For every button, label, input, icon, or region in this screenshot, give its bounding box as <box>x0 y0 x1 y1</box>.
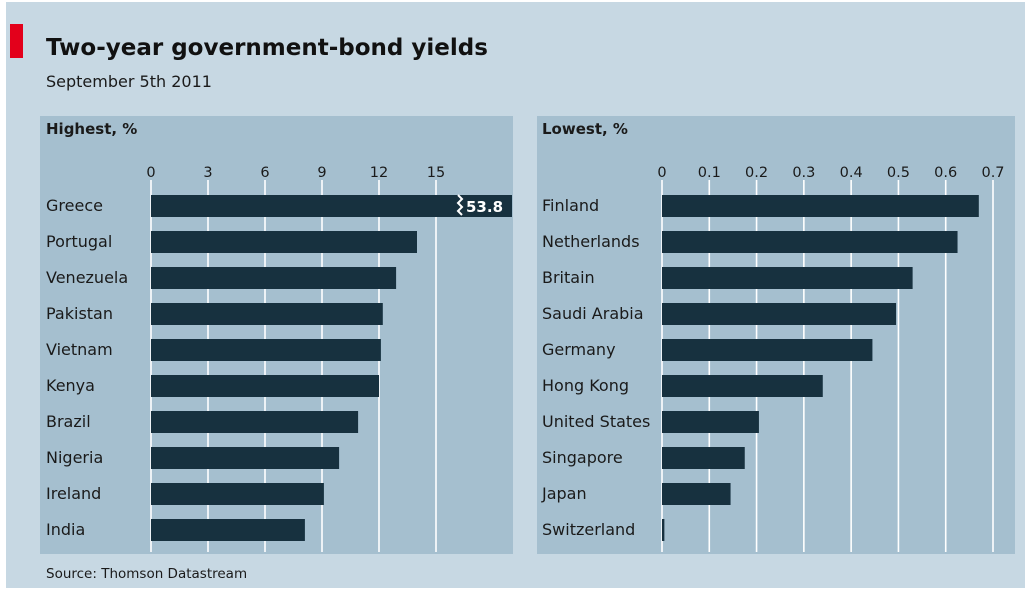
bar <box>151 195 512 217</box>
bar <box>662 483 731 505</box>
bar <box>662 267 913 289</box>
category-label: Venezuela <box>46 268 128 287</box>
x-tick-label: 6 <box>260 165 269 181</box>
axis-break-mark <box>456 194 464 216</box>
highest-panel-background <box>40 116 513 554</box>
source-note: Source: Thomson Datastream <box>46 566 247 582</box>
x-tick-label: 15 <box>427 165 445 181</box>
bar <box>662 231 958 253</box>
highest-category-labels: Greece Portugal Venezuela Pakistan Vietnam Ke… <box>46 196 128 539</box>
x-tick-label: 0 <box>146 165 155 181</box>
highest-panel-title: Highest, % <box>46 120 137 138</box>
bar <box>662 411 759 433</box>
bar <box>151 267 397 289</box>
highest-bars: 53.8 <box>151 194 512 541</box>
bar <box>662 447 745 469</box>
category-label: Germany <box>542 340 616 359</box>
bar <box>151 519 305 541</box>
highest-tick-labels: 0 3 6 9 12 15 <box>146 165 445 181</box>
x-tick-label: 0.6 <box>934 165 957 181</box>
data-label: 53.8 <box>466 198 503 216</box>
category-label: Netherlands <box>542 232 640 251</box>
x-tick-label: 0.1 <box>698 165 721 181</box>
x-tick-label: 0.2 <box>745 165 768 181</box>
bar <box>151 411 359 433</box>
lowest-bars <box>662 195 979 541</box>
category-label: United States <box>542 412 650 431</box>
bar <box>151 447 340 469</box>
bar <box>151 375 379 397</box>
bar <box>662 375 823 397</box>
category-label: Greece <box>46 196 103 215</box>
bar <box>662 195 979 217</box>
bar <box>662 339 873 361</box>
category-label: Finland <box>542 196 599 215</box>
category-label: Nigeria <box>46 448 103 467</box>
category-label: Singapore <box>542 448 623 467</box>
category-label: Switzerland <box>542 520 635 539</box>
x-tick-label: 0.3 <box>792 165 815 181</box>
category-label: Ireland <box>46 484 101 503</box>
category-label: Britain <box>542 268 595 287</box>
x-tick-label: 12 <box>370 165 388 181</box>
bar <box>662 519 665 541</box>
category-label: Kenya <box>46 376 95 395</box>
lowest-panel-title: Lowest, % <box>542 120 628 138</box>
x-tick-label: 0.7 <box>981 165 1004 181</box>
lowest-tick-labels: 0 0.1 0.2 0.3 0.4 0.5 0.6 0.7 <box>657 165 1004 181</box>
highest-panel: Highest, % 0 3 6 9 12 15 53.8 Greece Portugal V… <box>40 116 513 554</box>
lowest-panel-background <box>537 116 1015 554</box>
category-label: Japan <box>541 484 587 503</box>
x-tick-label: 3 <box>203 165 212 181</box>
category-label: Portugal <box>46 232 112 251</box>
category-label: India <box>46 520 85 539</box>
chart-title: Two-year government-bond yields <box>46 35 488 61</box>
bar <box>151 303 383 325</box>
bar <box>662 303 897 325</box>
x-tick-label: 0.5 <box>887 165 910 181</box>
bar <box>151 339 381 361</box>
category-label: Hong Kong <box>542 376 629 395</box>
category-label: Vietnam <box>46 340 113 359</box>
x-tick-label: 0 <box>657 165 666 181</box>
x-tick-label: 0.4 <box>840 165 863 181</box>
category-label: Brazil <box>46 412 91 431</box>
x-tick-label: 9 <box>317 165 326 181</box>
lowest-category-labels: Finland Netherlands Britain Saudi Arabia Ger… <box>541 196 650 539</box>
lowest-panel: Lowest, % 0 0.1 0.2 0.3 0.4 0.5 0.6 0.7 Finland… <box>537 116 1015 554</box>
category-label: Pakistan <box>46 304 113 323</box>
bar <box>151 483 324 505</box>
category-label: Saudi Arabia <box>542 304 644 323</box>
chart-subtitle: September 5th 2011 <box>46 72 212 91</box>
bar <box>151 231 417 253</box>
accent-mark <box>10 24 23 58</box>
